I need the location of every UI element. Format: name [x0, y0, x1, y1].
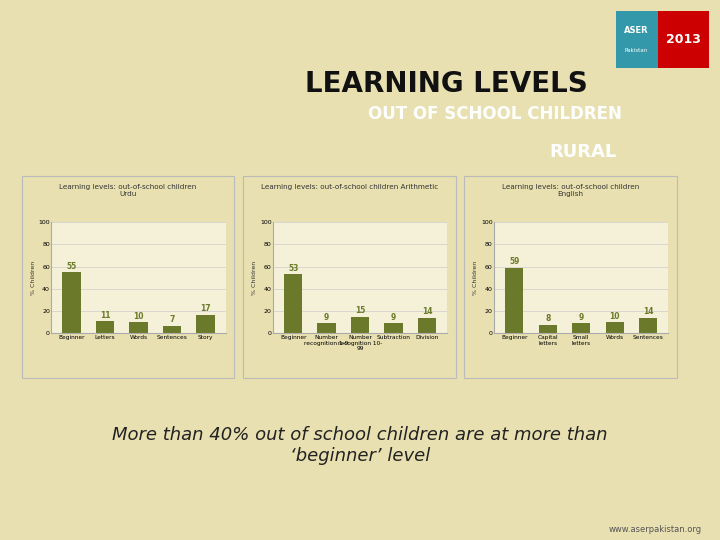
- Bar: [163, 326, 181, 333]
- Bar: [572, 323, 590, 333]
- Bar: [658, 11, 709, 68]
- Text: Learning levels: out-of-school children Arithmetic: Learning levels: out-of-school children …: [261, 184, 438, 190]
- Text: More than 40% out of school children are at more than
‘beginner’ level: More than 40% out of school children are…: [112, 426, 608, 465]
- Text: 55: 55: [66, 261, 76, 271]
- Bar: [284, 274, 302, 333]
- Text: LEARNING LEVELS: LEARNING LEVELS: [305, 70, 588, 98]
- Bar: [418, 318, 436, 333]
- Bar: [62, 272, 81, 333]
- Text: 7: 7: [169, 315, 175, 324]
- Bar: [196, 314, 215, 333]
- Text: ASER: ASER: [624, 26, 649, 35]
- Bar: [616, 11, 658, 68]
- Text: RURAL: RURAL: [549, 143, 617, 161]
- Bar: [539, 325, 557, 333]
- Text: 8: 8: [545, 314, 550, 323]
- Bar: [606, 322, 624, 333]
- Y-axis label: % Children: % Children: [252, 261, 257, 295]
- Bar: [318, 323, 336, 333]
- Text: 14: 14: [422, 307, 433, 316]
- Text: Learning levels: out-of-school children
Urdu: Learning levels: out-of-school children …: [59, 184, 197, 197]
- Text: Learning levels: out-of-school children
English: Learning levels: out-of-school children …: [502, 184, 639, 197]
- Text: 10: 10: [609, 312, 620, 321]
- Text: www.aserpakistan.org: www.aserpakistan.org: [609, 524, 702, 534]
- Y-axis label: % Children: % Children: [473, 261, 478, 295]
- Text: 2013: 2013: [665, 32, 701, 46]
- Text: 15: 15: [355, 306, 365, 315]
- Bar: [505, 268, 523, 333]
- Text: 11: 11: [99, 310, 110, 320]
- Bar: [384, 323, 403, 333]
- Bar: [639, 318, 657, 333]
- Text: 9: 9: [391, 313, 396, 322]
- Text: 10: 10: [133, 312, 144, 321]
- Text: 9: 9: [579, 313, 584, 322]
- Text: 14: 14: [643, 307, 654, 316]
- Bar: [96, 321, 114, 333]
- Text: 53: 53: [288, 264, 298, 273]
- Text: 17: 17: [200, 304, 211, 313]
- Text: 9: 9: [324, 313, 329, 322]
- Bar: [351, 317, 369, 333]
- Bar: [129, 322, 148, 333]
- Y-axis label: % Children: % Children: [30, 261, 35, 295]
- Text: 59: 59: [509, 257, 519, 266]
- Text: Pakistan: Pakistan: [624, 48, 648, 53]
- Text: OUT OF SCHOOL CHILDREN: OUT OF SCHOOL CHILDREN: [368, 105, 622, 123]
